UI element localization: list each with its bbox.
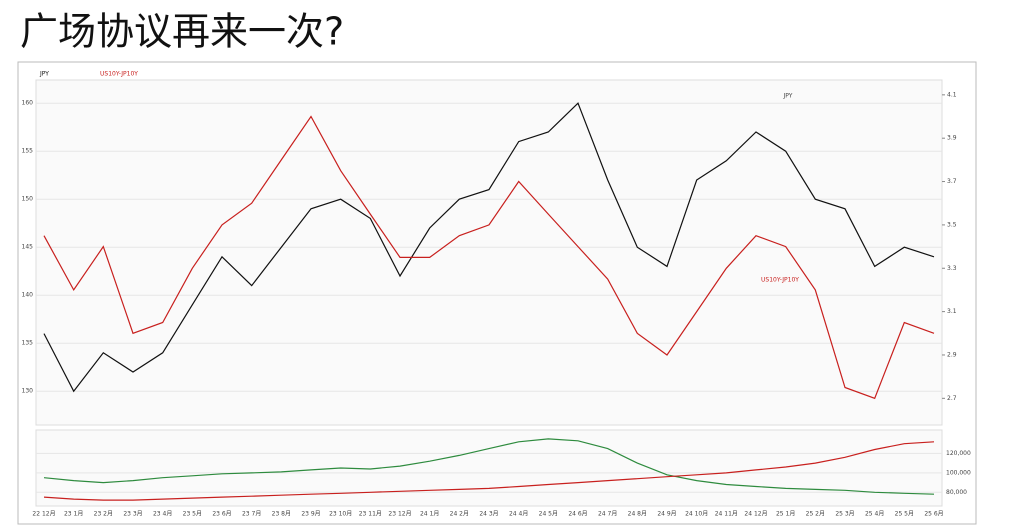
x-tick-label: 23 9月: [301, 511, 320, 518]
slide-title: 广场协议再来一次?: [20, 10, 344, 54]
annotation: US10Y-JP10Y: [761, 277, 799, 284]
x-tick-label: 25 4月: [865, 511, 884, 518]
x-tick-label: 25 5月: [895, 511, 914, 518]
y2-tick-label: 3.3: [947, 265, 957, 272]
y2-tick-label: 3.9: [947, 135, 957, 142]
x-tick-label: 22 12月: [32, 511, 55, 518]
legend-entry: JPY: [39, 71, 49, 78]
x-tick-label: 23 5月: [183, 511, 202, 518]
x-tick-label: 24 7月: [598, 511, 617, 518]
x-tick-label: 23 12月: [388, 511, 411, 518]
y-tick-label: 155: [22, 148, 34, 155]
y2-tick-label: 2.7: [947, 395, 957, 402]
x-tick-label: 24 12月: [744, 511, 767, 518]
x-tick-label: 24 3月: [479, 511, 498, 518]
x-tick-label: 23 6月: [212, 511, 231, 518]
x-tick-label: 24 6月: [568, 511, 587, 518]
x-tick-label: 25 2月: [806, 511, 825, 518]
x-tick-label: 23 1月: [64, 511, 83, 518]
y2-tick-label: 2.9: [947, 351, 957, 358]
x-tick-label: 23 10月: [329, 511, 352, 518]
y2-tick-label: 120,000: [946, 450, 971, 457]
x-tick-label: 25 6月: [924, 511, 943, 518]
y2-tick-label: 100,000: [946, 469, 971, 476]
series-line: [43, 115, 935, 400]
y-tick-label: 145: [22, 244, 34, 251]
x-tick-label: 24 11月: [715, 511, 738, 518]
x-tick-label: 23 3月: [123, 511, 142, 518]
y-tick-label: 160: [22, 100, 34, 107]
y-tick-label: 140: [22, 292, 34, 299]
x-tick-label: 23 11月: [359, 511, 382, 518]
y2-tick-label: 3.7: [947, 178, 957, 185]
x-tick-label: 23 4月: [153, 511, 172, 518]
y-tick-label: 130: [22, 388, 34, 395]
y-tick-label: 150: [22, 196, 34, 203]
x-tick-label: 24 4月: [509, 511, 528, 518]
series-line: [43, 441, 935, 501]
y2-tick-label: 3.1: [947, 308, 957, 315]
x-tick-label: 23 7月: [242, 511, 261, 518]
y2-tick-label: 3.5: [947, 221, 957, 228]
y-tick-label: 135: [22, 340, 34, 347]
x-tick-label: 25 3月: [835, 511, 854, 518]
x-tick-label: 24 8月: [628, 511, 647, 518]
x-tick-label: 24 2月: [450, 511, 469, 518]
x-tick-label: 24 5月: [539, 511, 558, 518]
lower-panel: [35, 429, 943, 507]
x-tick-label: 25 1月: [776, 511, 795, 518]
x-tick-label: 24 1月: [420, 511, 439, 518]
y2-tick-label: 80,000: [946, 489, 967, 496]
legend-entry: US10Y-JP10Y: [100, 71, 138, 78]
series-line: [43, 102, 935, 393]
series-line: [43, 438, 935, 495]
x-tick-label: 24 9月: [657, 511, 676, 518]
annotation: JPY: [783, 93, 793, 100]
main-panel: [35, 79, 943, 426]
y2-tick-label: 4.1: [947, 91, 957, 98]
x-tick-label: 24 10月: [685, 511, 708, 518]
x-tick-label: 23 8月: [272, 511, 291, 518]
x-tick-label: 23 2月: [94, 511, 113, 518]
